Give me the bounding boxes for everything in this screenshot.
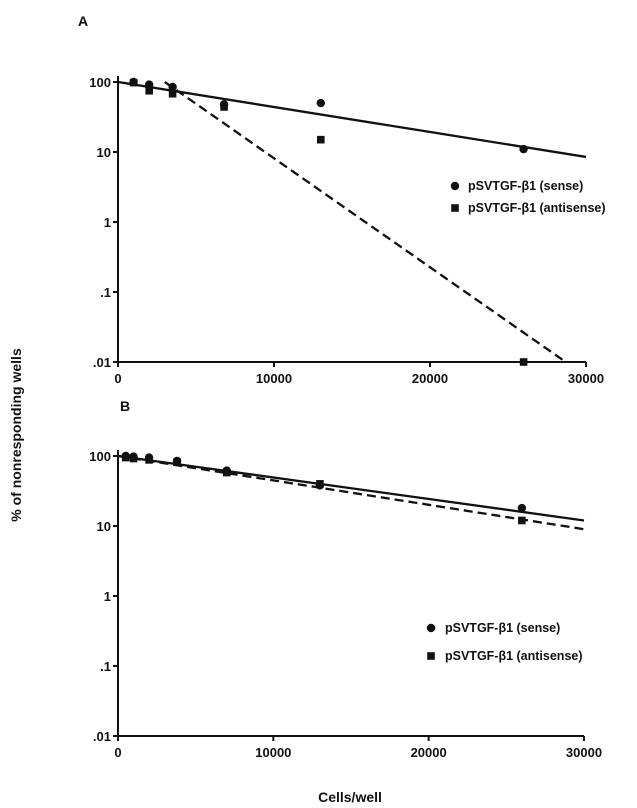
sense-data-point xyxy=(517,503,527,513)
antisense-data-point xyxy=(129,454,138,463)
sense-fit-line xyxy=(117,454,585,522)
legend-marker-antisense xyxy=(427,652,435,660)
x-tick-label: 10000 xyxy=(255,745,291,760)
legend-label-sense: pSVTGF-β1 (sense) xyxy=(468,179,583,193)
antisense-data-point xyxy=(168,89,177,98)
sense-fit-line xyxy=(117,80,587,159)
antisense-data-point xyxy=(121,453,130,462)
panel-a: A 100 10 1 .1 .010 10000 20000 30000 pSVTGF-β1 (s… xyxy=(78,13,606,386)
sense-data-point xyxy=(519,144,528,154)
y-tick-label: 100 xyxy=(89,75,111,90)
y-tick-label: .1 xyxy=(100,285,111,300)
y-tick-label: 100 xyxy=(89,449,111,464)
antisense-data-point xyxy=(316,480,324,488)
antisense-data-point xyxy=(145,456,153,464)
y-tick-label: 10 xyxy=(97,519,111,534)
x-tick-label: 20000 xyxy=(411,745,447,760)
x-tick-label: 0 xyxy=(114,371,121,386)
legend-marker-sense xyxy=(450,181,460,191)
x-tick-label: 0 xyxy=(114,745,121,760)
sense-data-point xyxy=(316,98,325,108)
antisense-data-point xyxy=(129,78,138,87)
legend-marker-antisense xyxy=(451,204,459,212)
x-tick-label: 30000 xyxy=(568,371,604,386)
panel-label: A xyxy=(78,13,88,29)
antisense-data-point xyxy=(518,516,526,525)
y-tick-label: 10 xyxy=(97,145,111,160)
antisense-data-point xyxy=(519,358,528,366)
y-axis-label: % of nonresponding wells xyxy=(8,348,24,522)
x-axis-label: Cells/well xyxy=(318,789,382,805)
y-tick-label: 1 xyxy=(104,215,111,230)
sense-data-point xyxy=(145,80,154,89)
antisense-data-point xyxy=(222,468,231,477)
legend-marker-sense xyxy=(426,623,436,633)
antisense-fit-line xyxy=(117,454,585,531)
antisense-fit-line xyxy=(164,81,567,363)
panel-b: B 100 10 1 .1 .010 10000 20000 30000 pSVTGF-β1 (s… xyxy=(89,398,602,760)
panel-label: B xyxy=(120,398,130,414)
antisense-data-point xyxy=(145,86,153,95)
antisense-data-point xyxy=(317,135,325,144)
y-tick-label: .01 xyxy=(93,355,111,370)
y-tick-label: .1 xyxy=(100,659,111,674)
antisense-data-point xyxy=(173,458,181,466)
antisense-data-point xyxy=(220,103,228,111)
x-tick-label: 10000 xyxy=(256,371,292,386)
y-tick-label: .01 xyxy=(93,729,111,744)
y-tick-label: 1 xyxy=(104,589,111,604)
legend-label-antisense: pSVTGF-β1 (antisense) xyxy=(445,649,583,663)
x-tick-label: 30000 xyxy=(566,745,602,760)
legend-label-antisense: pSVTGF-β1 (antisense) xyxy=(468,201,606,215)
legend-label-sense: pSVTGF-β1 (sense) xyxy=(445,621,560,635)
x-tick-label: 20000 xyxy=(412,371,448,386)
